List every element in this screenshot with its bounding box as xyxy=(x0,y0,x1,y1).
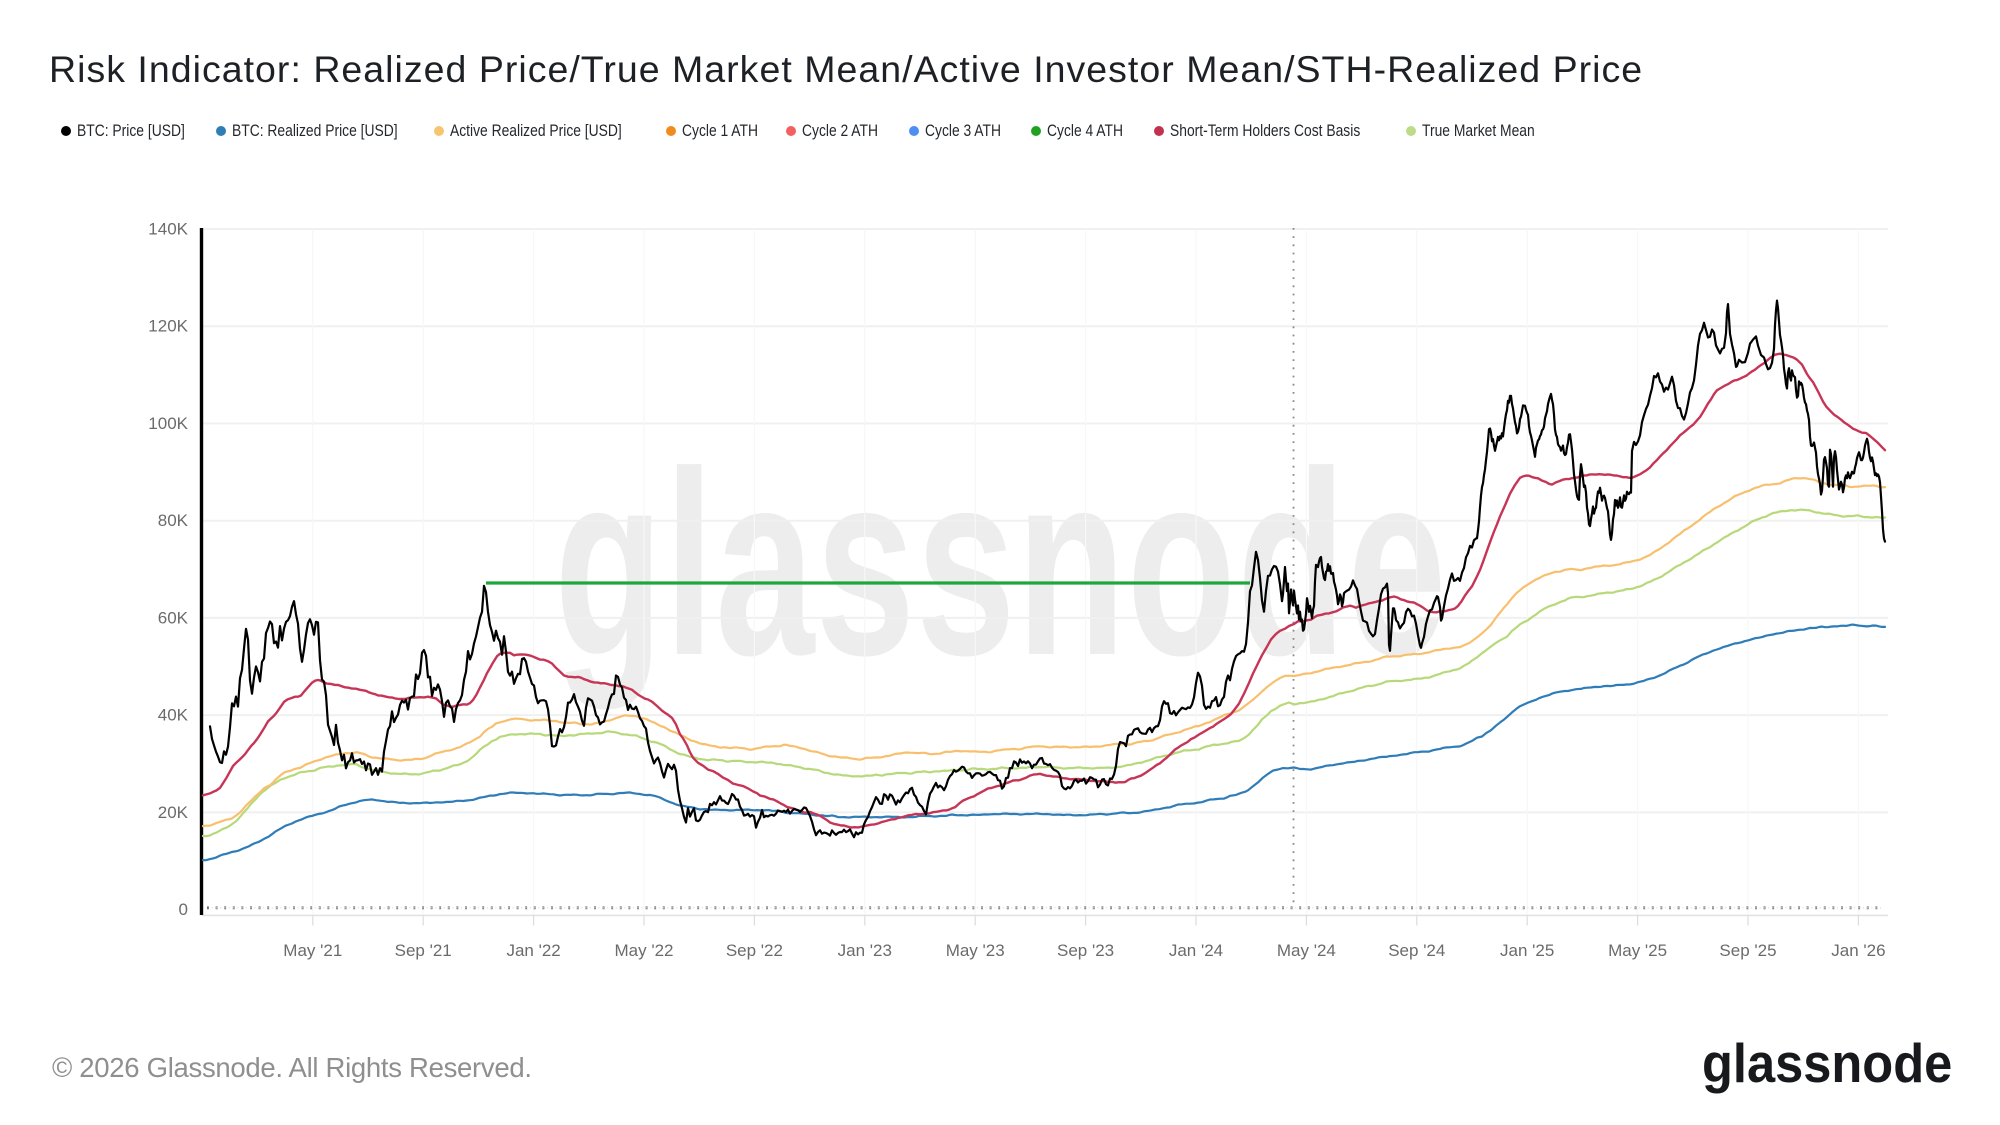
svg-text:Jan '23: Jan '23 xyxy=(838,941,892,960)
svg-text:May '24: May '24 xyxy=(1277,941,1336,960)
svg-text:Sep '23: Sep '23 xyxy=(1057,941,1114,960)
svg-text:Jan '25: Jan '25 xyxy=(1500,941,1554,960)
svg-text:Sep '21: Sep '21 xyxy=(395,941,452,960)
svg-text:May '23: May '23 xyxy=(946,941,1005,960)
svg-text:100K: 100K xyxy=(148,414,188,433)
svg-text:Jan '26: Jan '26 xyxy=(1831,941,1885,960)
svg-text:Jan '24: Jan '24 xyxy=(1169,941,1223,960)
svg-text:May '22: May '22 xyxy=(615,941,674,960)
svg-text:Sep '25: Sep '25 xyxy=(1719,941,1776,960)
svg-text:20K: 20K xyxy=(158,803,189,822)
svg-text:Sep '24: Sep '24 xyxy=(1388,941,1445,960)
svg-text:120K: 120K xyxy=(148,317,188,336)
svg-text:glassnode: glassnode xyxy=(554,418,1447,710)
svg-text:40K: 40K xyxy=(158,706,189,725)
svg-text:May '25: May '25 xyxy=(1608,941,1667,960)
svg-text:May '21: May '21 xyxy=(283,941,342,960)
svg-text:Sep '22: Sep '22 xyxy=(726,941,783,960)
svg-text:60K: 60K xyxy=(158,608,189,627)
svg-text:0: 0 xyxy=(179,900,188,919)
svg-text:80K: 80K xyxy=(158,511,189,530)
svg-text:Jan '22: Jan '22 xyxy=(506,941,560,960)
svg-text:140K: 140K xyxy=(148,220,188,239)
